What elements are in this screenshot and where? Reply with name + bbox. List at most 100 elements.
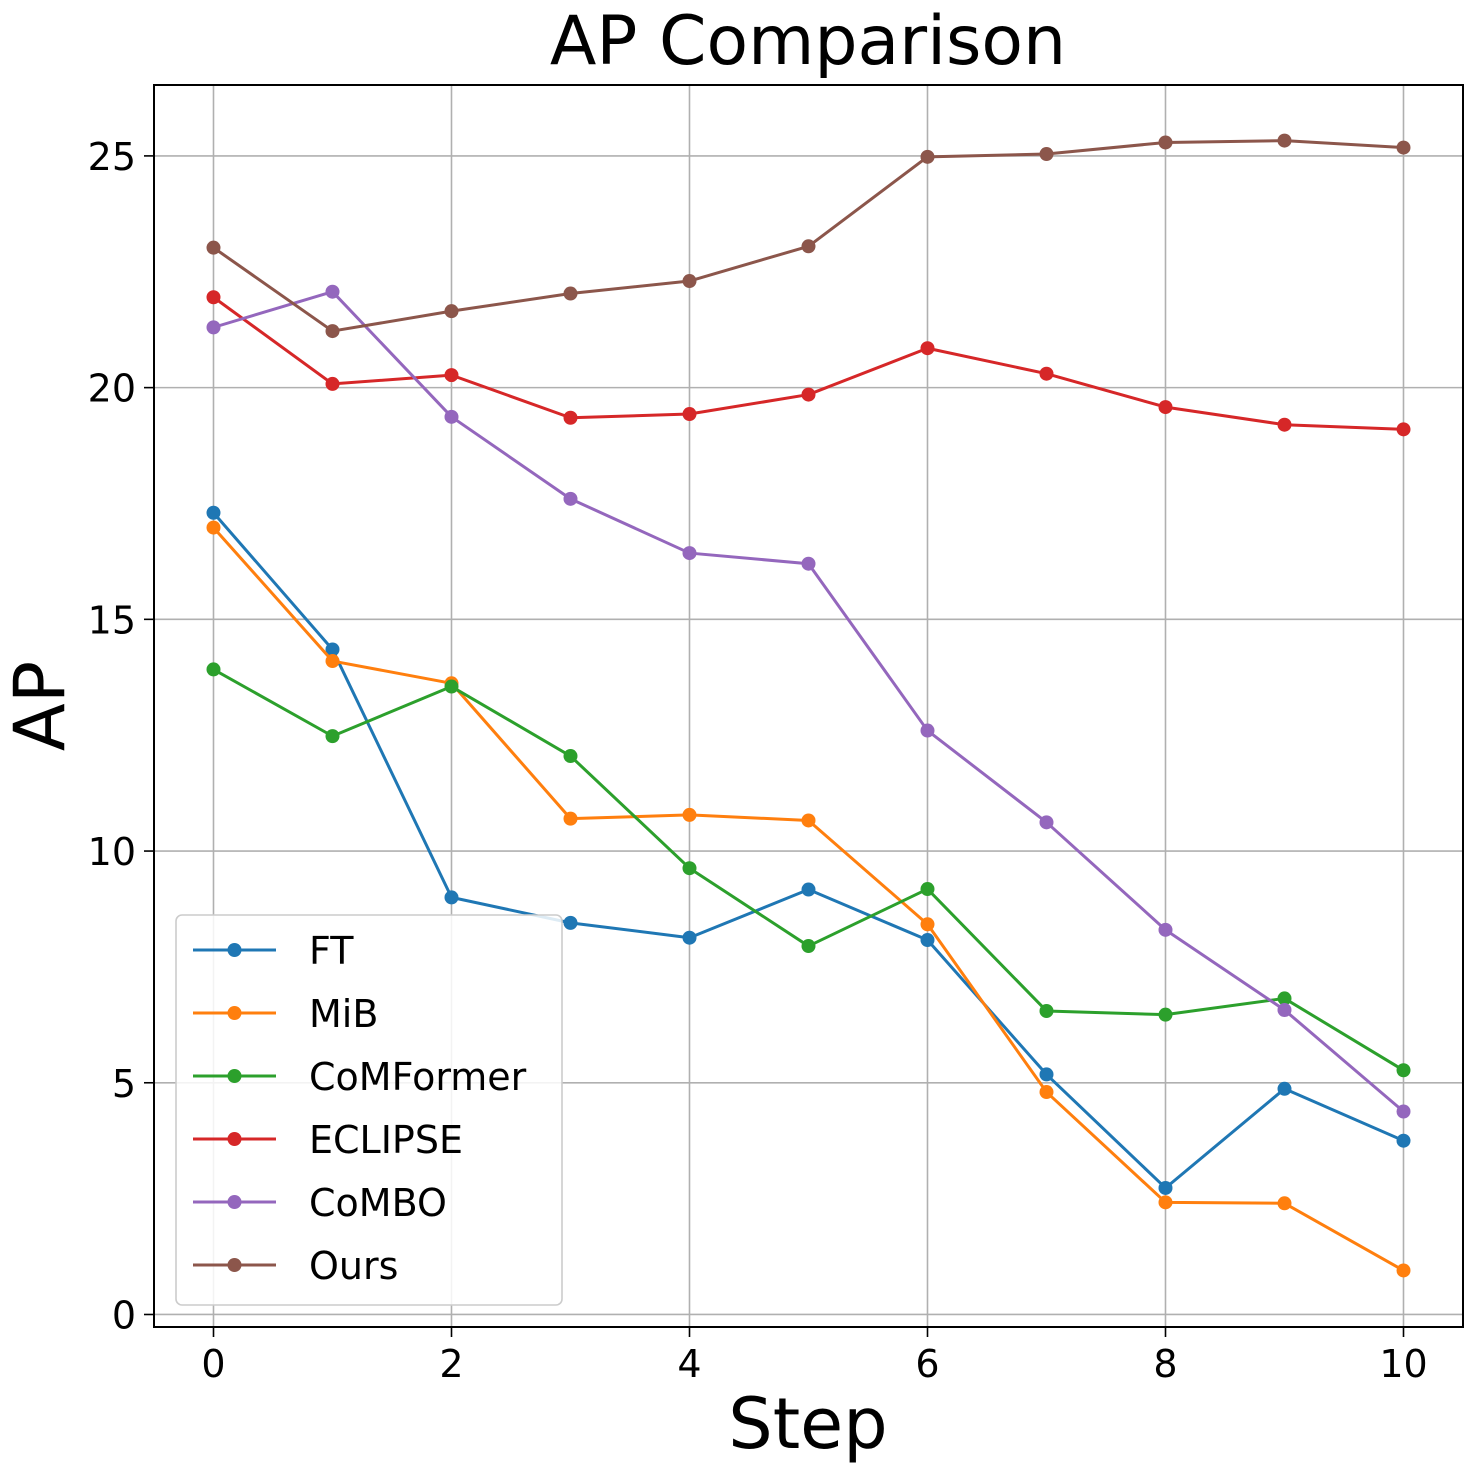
data-point bbox=[1158, 922, 1173, 937]
legend: FT MiB CoMFormer ECLIPSE CoMBO Ours bbox=[175, 914, 563, 1306]
y-tick-label: 0 bbox=[112, 1293, 136, 1337]
legend-marker bbox=[227, 1069, 242, 1083]
x-tick-label: 8 bbox=[1153, 1342, 1177, 1386]
data-point bbox=[1396, 1263, 1411, 1278]
y-tick-label: 5 bbox=[112, 1062, 136, 1106]
data-point bbox=[563, 286, 578, 301]
data-point bbox=[1039, 815, 1054, 830]
data-point bbox=[1039, 1085, 1054, 1100]
series-eclipse bbox=[206, 290, 1411, 437]
data-point bbox=[444, 409, 459, 424]
data-point bbox=[1277, 1003, 1292, 1018]
data-point bbox=[1396, 1063, 1411, 1078]
data-point bbox=[563, 491, 578, 506]
data-point bbox=[801, 939, 816, 954]
data-point bbox=[920, 933, 935, 948]
data-point bbox=[682, 807, 697, 822]
data-point bbox=[682, 274, 697, 289]
data-point bbox=[1396, 140, 1411, 155]
data-point bbox=[1039, 147, 1054, 162]
legend-item-combo: CoMBO bbox=[193, 1181, 447, 1225]
data-point bbox=[563, 811, 578, 826]
series-ours bbox=[206, 133, 1411, 339]
x-tick-label: 10 bbox=[1379, 1342, 1427, 1386]
data-point bbox=[1396, 1104, 1411, 1119]
data-point bbox=[325, 642, 340, 657]
series-group bbox=[206, 133, 1411, 1278]
x-tick-label: 2 bbox=[439, 1342, 463, 1386]
data-point bbox=[801, 813, 816, 828]
series-mib bbox=[206, 520, 1411, 1278]
data-point bbox=[920, 723, 935, 738]
data-point bbox=[206, 505, 221, 520]
legend-marker bbox=[227, 1132, 242, 1146]
legend-item-ft: FT bbox=[193, 929, 354, 973]
data-point bbox=[920, 341, 935, 356]
y-tick-label: 25 bbox=[88, 135, 136, 179]
data-point bbox=[206, 662, 221, 677]
legend-label: Ours bbox=[309, 1244, 398, 1288]
legend-marker bbox=[227, 1195, 242, 1209]
y-axis-title: AP bbox=[0, 661, 81, 751]
data-point bbox=[563, 410, 578, 425]
data-point bbox=[1158, 400, 1173, 415]
data-point bbox=[206, 290, 221, 305]
legend-item-mib: MiB bbox=[193, 992, 378, 1036]
data-point bbox=[444, 679, 459, 694]
grid bbox=[154, 85, 1463, 1327]
data-point bbox=[325, 284, 340, 299]
data-point bbox=[682, 930, 697, 945]
data-point bbox=[1158, 135, 1173, 150]
data-point bbox=[325, 729, 340, 744]
legend-label: MiB bbox=[309, 992, 378, 1036]
plot-frame bbox=[153, 84, 1464, 1328]
data-point bbox=[801, 556, 816, 571]
series-combo bbox=[206, 284, 1411, 1119]
legend-label: CoMFormer bbox=[309, 1055, 527, 1099]
data-point bbox=[1158, 1007, 1173, 1022]
x-tick-label: 6 bbox=[915, 1342, 939, 1386]
data-point bbox=[801, 387, 816, 402]
data-point bbox=[1396, 1133, 1411, 1148]
x-tick-label: 0 bbox=[201, 1342, 225, 1386]
data-point bbox=[325, 376, 340, 391]
chart-title: AP Comparison bbox=[550, 2, 1066, 81]
data-point bbox=[801, 882, 816, 897]
y-tick-label: 15 bbox=[88, 598, 136, 642]
data-point bbox=[1158, 1195, 1173, 1210]
legend-marker bbox=[227, 1006, 242, 1020]
data-point bbox=[1158, 1180, 1173, 1195]
data-point bbox=[1277, 991, 1292, 1006]
data-point bbox=[1277, 1196, 1292, 1211]
data-point bbox=[444, 368, 459, 383]
data-point bbox=[563, 749, 578, 764]
data-point bbox=[1039, 366, 1054, 381]
data-point bbox=[563, 915, 578, 930]
data-point bbox=[1039, 1003, 1054, 1018]
data-point bbox=[1277, 133, 1292, 148]
legend-item-ours: Ours bbox=[193, 1244, 398, 1288]
data-point bbox=[1039, 1067, 1054, 1082]
data-point bbox=[206, 320, 221, 335]
data-point bbox=[682, 861, 697, 876]
data-point bbox=[1277, 417, 1292, 432]
data-point bbox=[325, 654, 340, 669]
legend-label: FT bbox=[309, 929, 354, 973]
series-line bbox=[212, 296, 1404, 431]
data-point bbox=[1277, 1081, 1292, 1096]
axis-ticks: 0 2 4 6 8 10 0 5 10 15 20 25 bbox=[88, 135, 1428, 1386]
series-comformer bbox=[206, 662, 1411, 1078]
data-point bbox=[206, 520, 221, 535]
legend-label: ECLIPSE bbox=[309, 1118, 463, 1162]
x-tick-label: 4 bbox=[677, 1342, 701, 1386]
data-point bbox=[444, 304, 459, 319]
series-line bbox=[212, 139, 1404, 333]
series-ft bbox=[206, 505, 1411, 1195]
data-point bbox=[1396, 422, 1411, 437]
legend-label: CoMBO bbox=[309, 1181, 447, 1225]
data-point bbox=[920, 149, 935, 164]
legend-marker bbox=[227, 1258, 242, 1272]
y-tick-label: 20 bbox=[88, 367, 136, 411]
data-point bbox=[801, 239, 816, 254]
